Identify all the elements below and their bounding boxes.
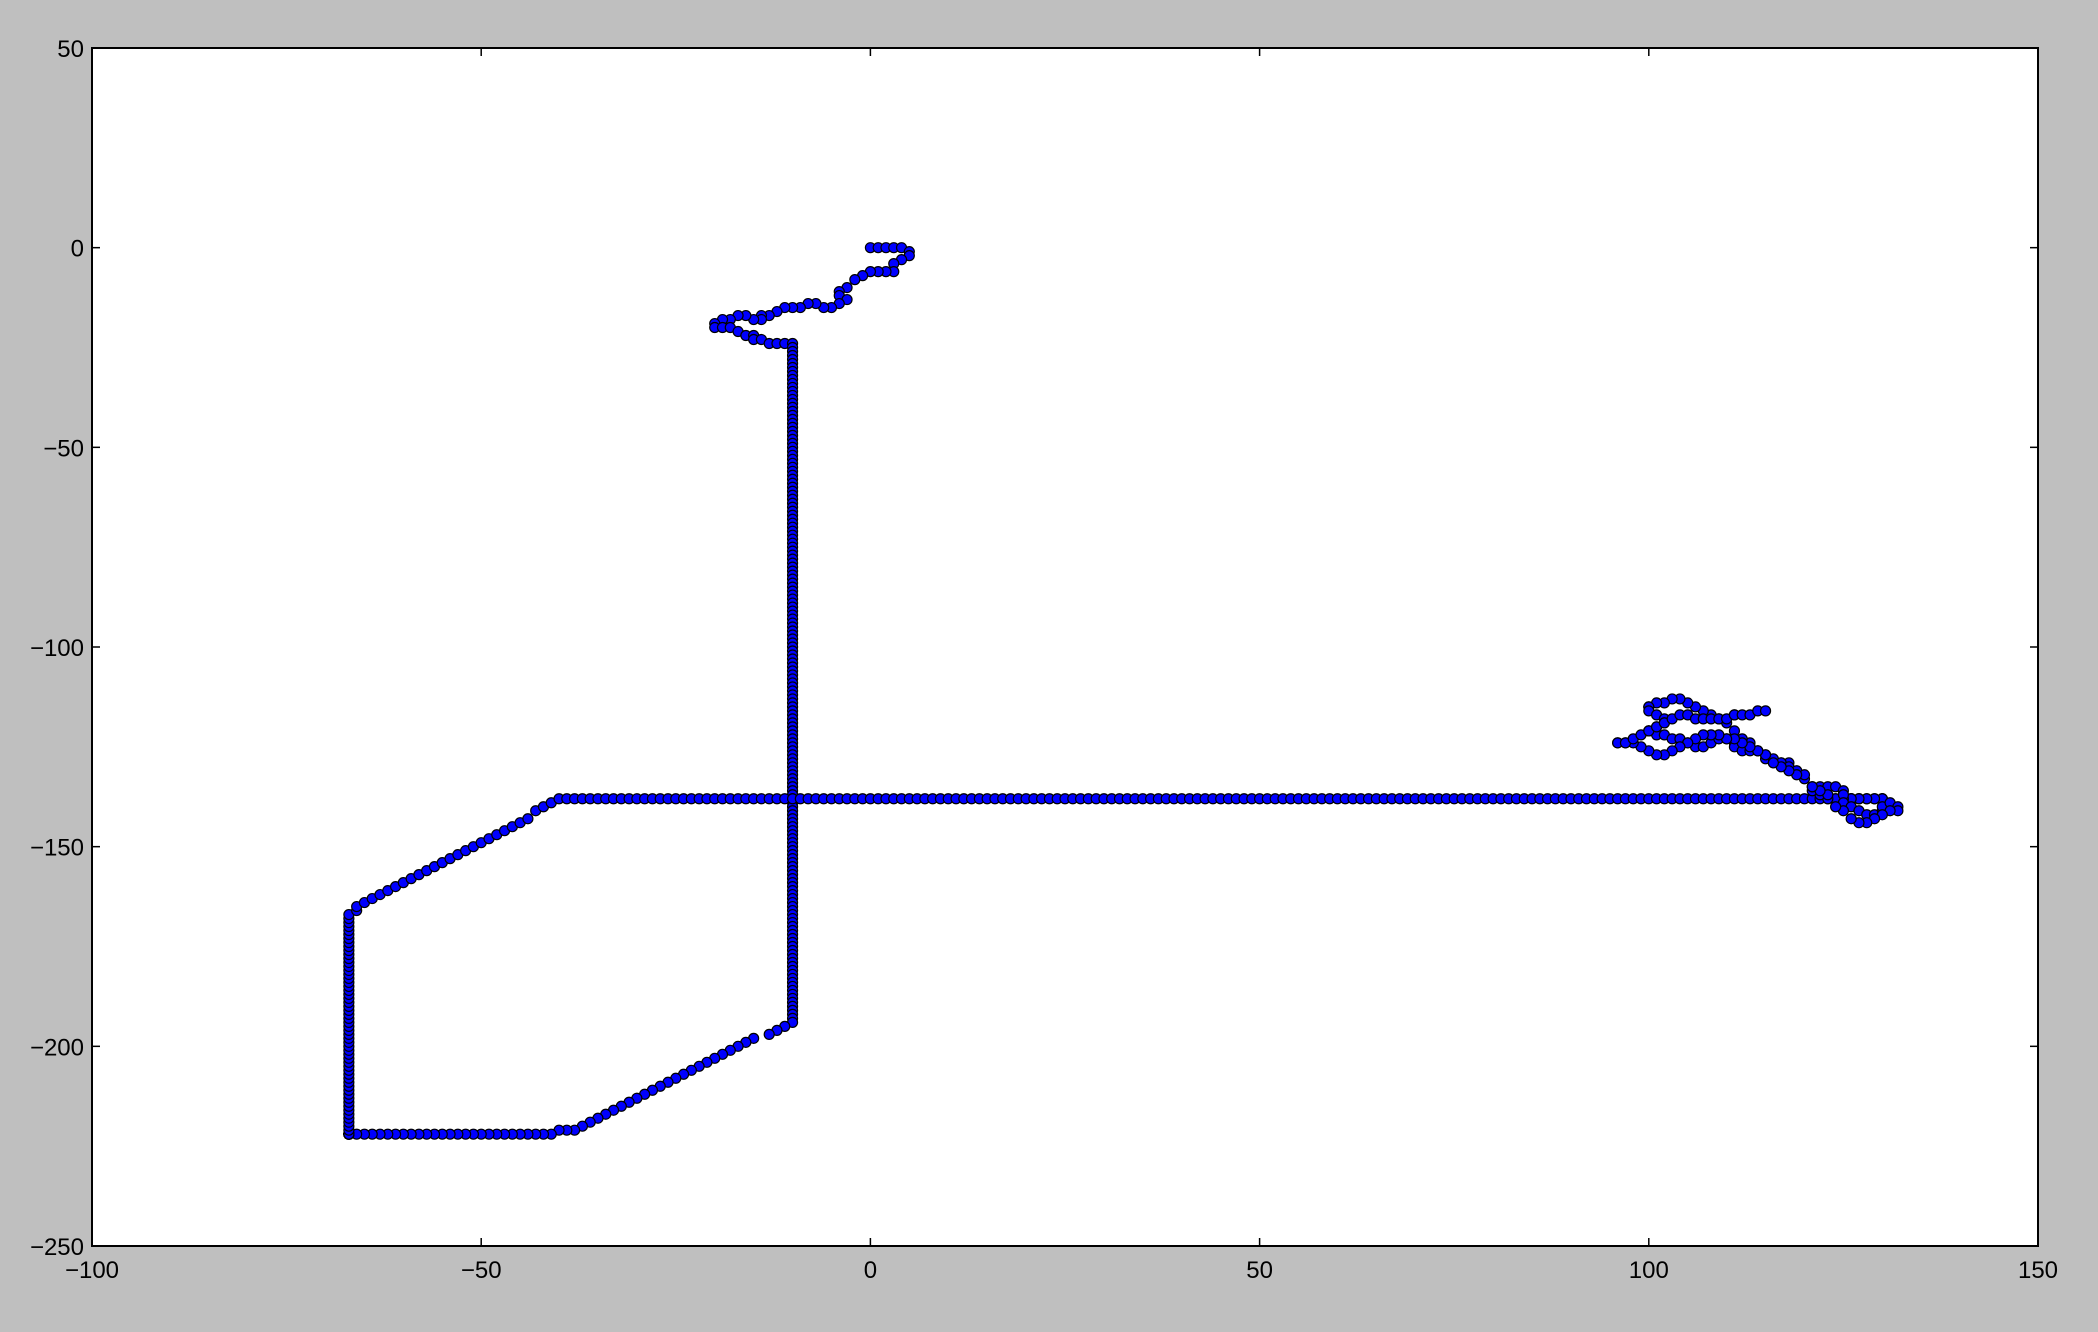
y-tick-label: −200: [30, 1034, 84, 1061]
y-tick-label: 0: [71, 236, 84, 263]
data-point: [1806, 781, 1818, 793]
data-point: [763, 1028, 775, 1040]
x-tick-label: 0: [864, 1257, 877, 1284]
x-axis-tick-labels: −100 −50 0 50 100 150: [65, 1257, 2058, 1284]
data-point: [1830, 801, 1842, 813]
y-tick-label: −150: [30, 835, 84, 862]
plot-frame: [91, 47, 2039, 1247]
y-tick-label: −250: [30, 1234, 84, 1261]
y-axis-tick-labels: 50 0 −50 −100 −150 −200 −250: [30, 36, 84, 1261]
y-tick-label: −50: [43, 435, 84, 462]
plot-area: [92, 48, 2038, 1246]
data-point: [1759, 705, 1772, 717]
y-tick-label: 50: [57, 36, 84, 63]
y-tick-label: −100: [30, 635, 84, 662]
data-point: [522, 813, 534, 825]
x-tick-label: 50: [1246, 1257, 1273, 1284]
data-points: [343, 242, 1904, 1140]
data-point: [1845, 813, 1857, 825]
data-point: [1767, 757, 1779, 769]
data-point: [849, 274, 861, 286]
x-tick-label: 150: [2018, 1257, 2058, 1284]
x-tick-label: −50: [461, 1257, 502, 1284]
x-tick-label: 100: [1629, 1257, 1669, 1284]
x-tick-label: −100: [65, 1257, 119, 1284]
